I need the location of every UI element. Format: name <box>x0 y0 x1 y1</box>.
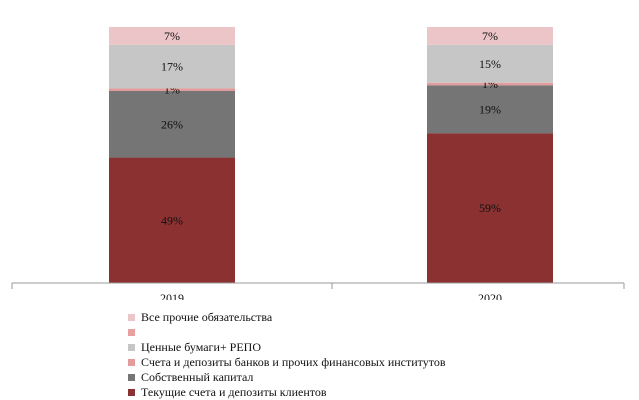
legend-label: Все прочие обязательства <box>141 310 273 324</box>
bar-segment <box>427 85 553 134</box>
legend-item: Счета и депозиты банков и прочих финансо… <box>128 355 446 370</box>
legend-item: Собственный капитал <box>128 370 446 385</box>
legend-label: Ценные бумаги+ РЕПО <box>141 340 261 354</box>
bar-segment <box>427 82 553 86</box>
legend-swatch <box>128 344 135 351</box>
legend-label: Собственный капитал <box>141 370 254 384</box>
x-tick-label: 2020 <box>478 291 502 300</box>
legend-item: Все прочие обязательства <box>128 310 446 325</box>
legend-item <box>128 325 446 340</box>
legend-swatch <box>128 389 135 396</box>
bar-segment <box>109 88 235 91</box>
legend-swatch <box>128 374 135 381</box>
legend-label: Счета и депозиты банков и прочих финансо… <box>141 355 446 369</box>
x-tick-label: 2019 <box>160 291 184 300</box>
data-label: 7% <box>164 29 180 43</box>
legend-swatch <box>128 314 135 321</box>
data-label: 49% <box>161 213 183 227</box>
legend-item: Текущие счета и депозиты клиентов <box>128 385 446 400</box>
bar-segment <box>109 91 235 158</box>
data-label: 7% <box>482 29 498 43</box>
legend-item: Ценные бумаги+ РЕПО <box>128 340 446 355</box>
data-label: 17% <box>161 60 183 74</box>
bar-segment <box>427 44 553 83</box>
legend-swatch <box>128 329 135 336</box>
legend-label: Текущие счета и депозиты клиентов <box>141 385 327 399</box>
data-label: 59% <box>479 201 501 215</box>
chart-legend: Все прочие обязательства Ценные бумаги+ Р… <box>128 310 446 400</box>
bar-segment <box>109 44 235 89</box>
bar-segment <box>109 27 235 45</box>
bar-segment <box>427 133 553 283</box>
data-label: 15% <box>479 57 501 71</box>
data-label: 19% <box>479 102 501 116</box>
bar-segment <box>109 157 235 283</box>
data-label: 26% <box>161 117 183 131</box>
legend-swatch <box>128 359 135 366</box>
bar-segment <box>427 27 553 45</box>
